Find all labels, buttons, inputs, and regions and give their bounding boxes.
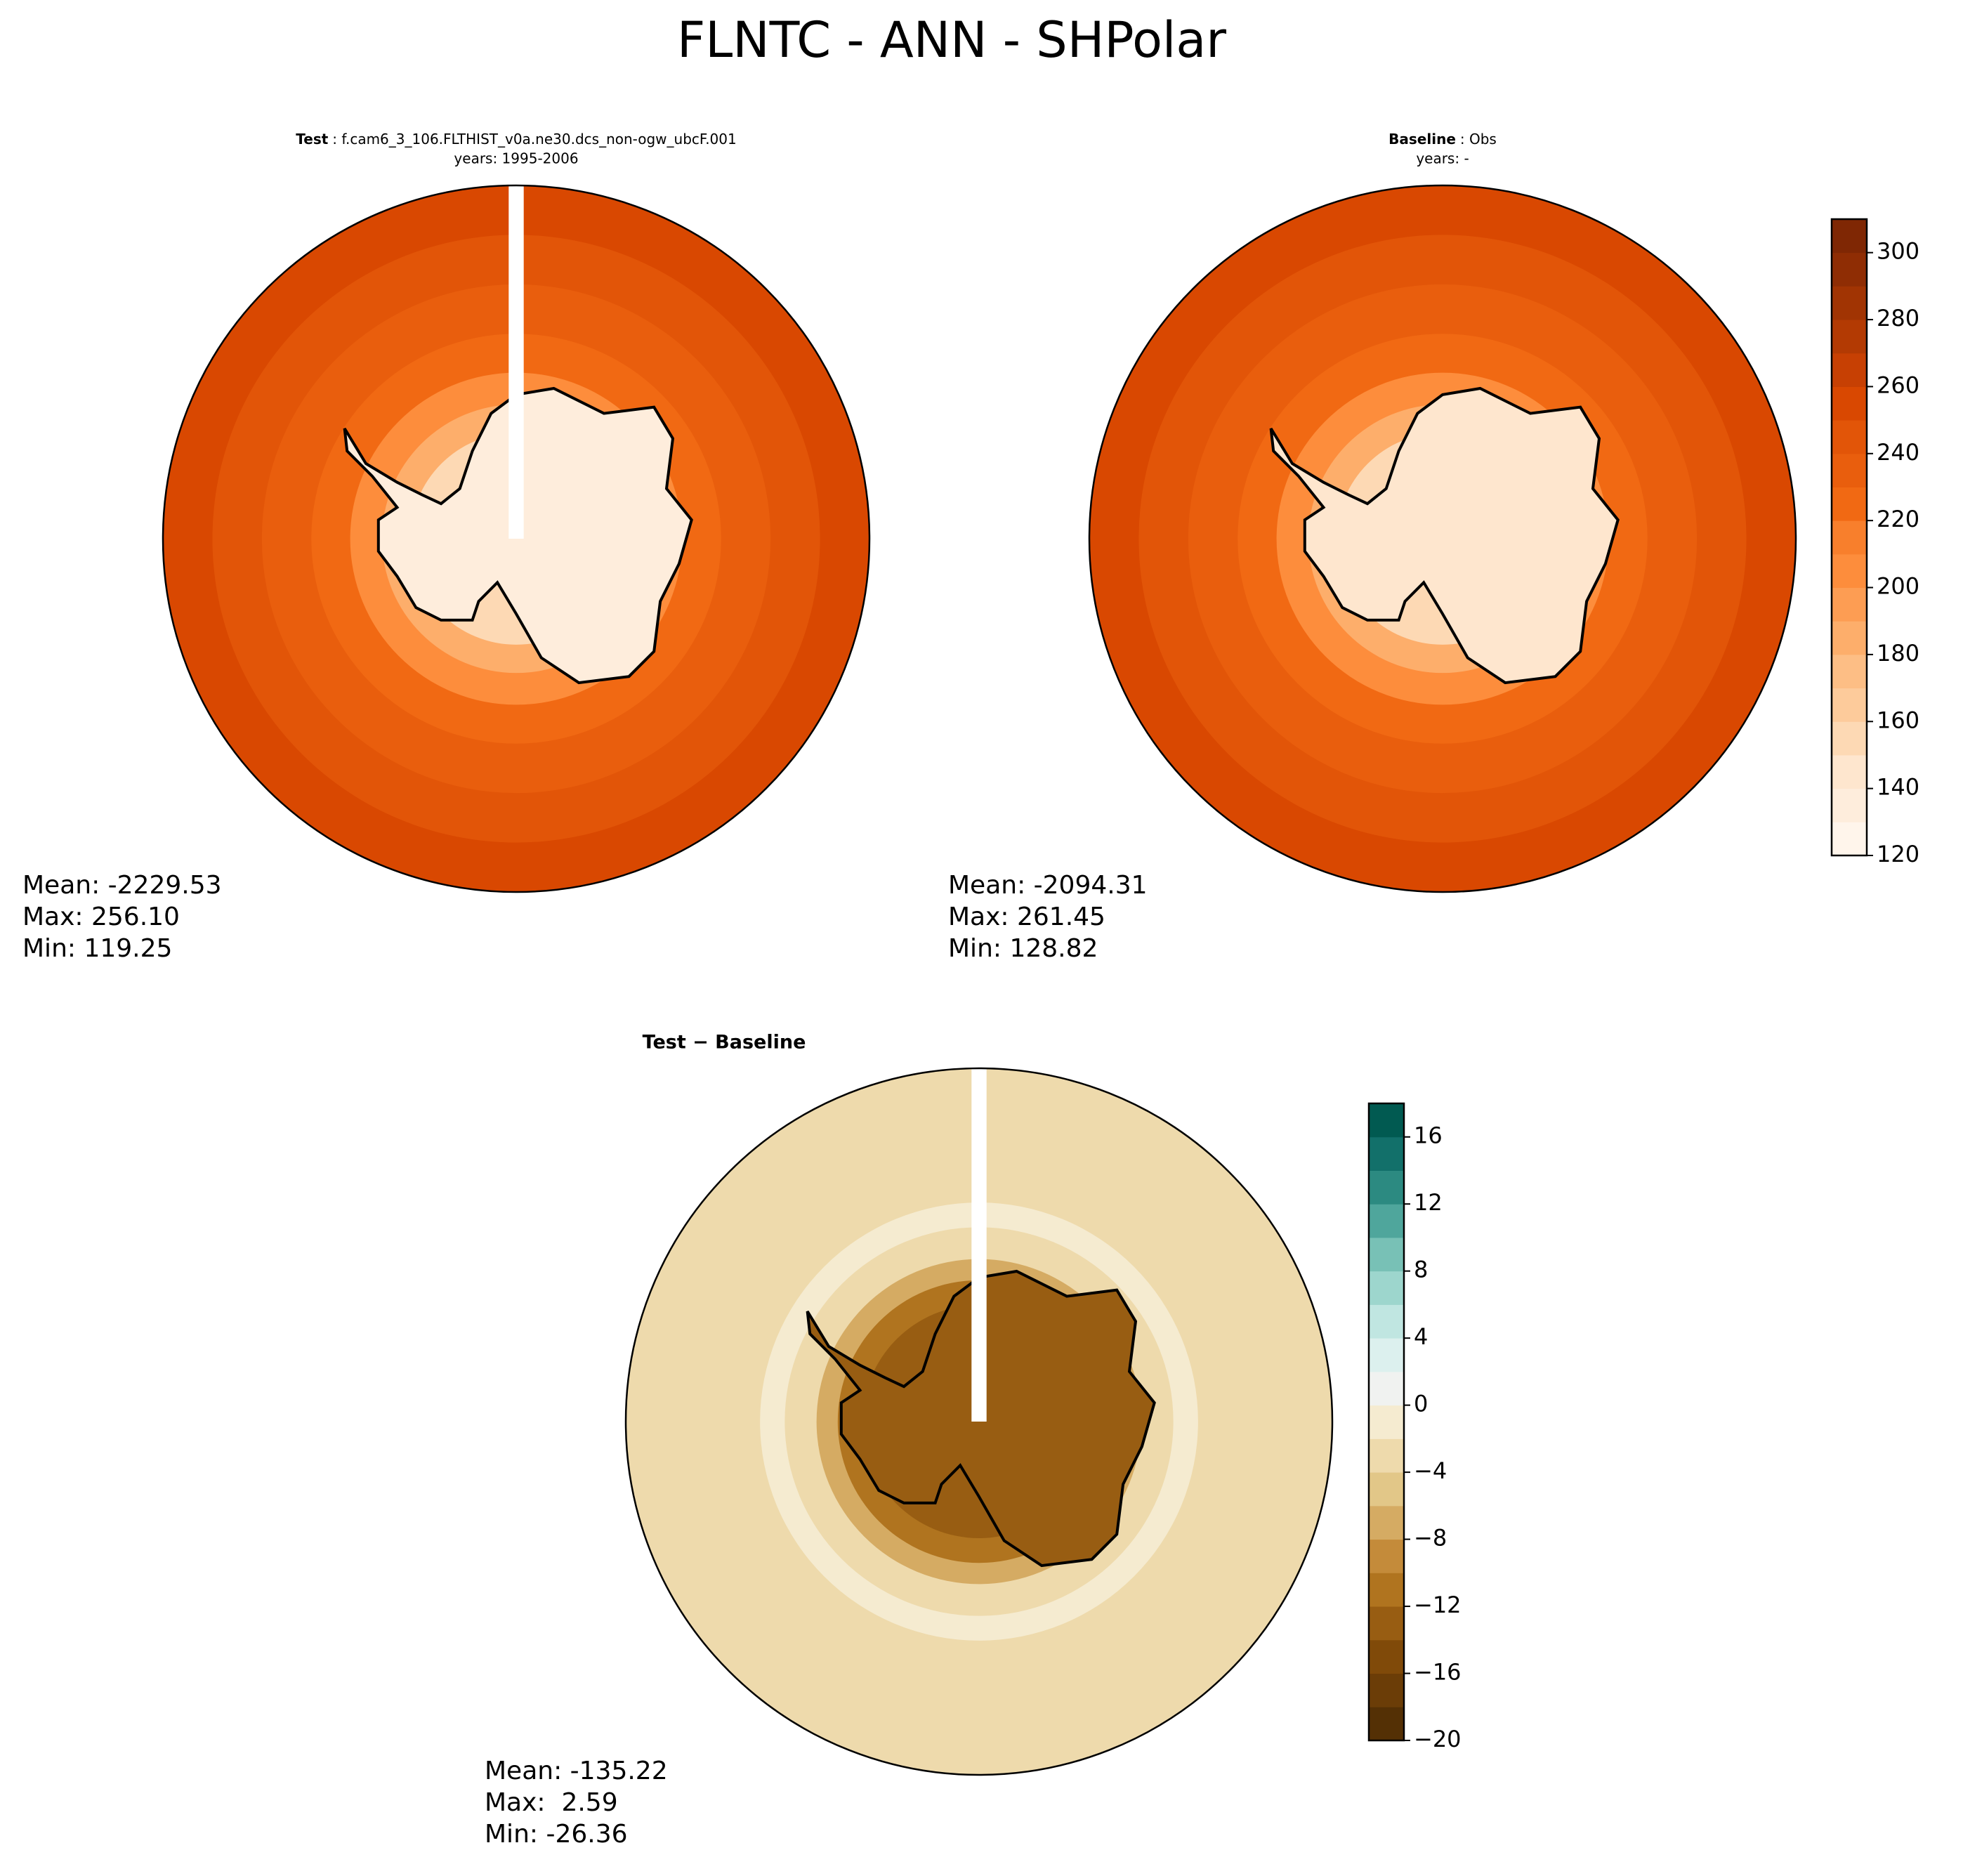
panel-label: Test — [296, 131, 328, 147]
colorbar-band — [1832, 654, 1867, 689]
colorbar-band — [1832, 754, 1867, 789]
stat: Mean: -2094.31 — [948, 871, 1148, 900]
colorbar-tick-label: −4 — [1414, 1457, 1447, 1484]
colorbar-band — [1369, 1707, 1404, 1741]
colorbar-band — [1369, 1170, 1404, 1205]
coastline — [392, 1167, 490, 1216]
colorbar-band — [1369, 1237, 1404, 1272]
colorbar-band — [1369, 1539, 1404, 1573]
colorbar-frame — [1830, 218, 1868, 857]
colorbar-band — [1832, 320, 1867, 354]
colorbar-tick-label: 16 — [1414, 1122, 1443, 1149]
map-border — [624, 1067, 1334, 1776]
colorbar-tick-label: 8 — [1414, 1257, 1428, 1283]
colorbar-band — [1832, 688, 1867, 722]
stat: Min: 128.82 — [948, 934, 1098, 963]
colorbar-tick-label: 200 — [1877, 573, 1919, 600]
map-border — [1088, 184, 1797, 893]
stat: Min: 119.25 — [22, 934, 172, 963]
colorbar-tick-label: 260 — [1877, 372, 1919, 398]
colorbar-band — [1832, 219, 1867, 254]
map — [392, 1068, 1332, 1775]
colorbar-band — [1832, 252, 1867, 287]
colorbar-frame — [1367, 1102, 1405, 1742]
panel-label: Baseline — [1388, 131, 1456, 147]
colorbar-band — [1832, 453, 1867, 487]
colorbar-band — [1369, 1438, 1404, 1473]
stat: Max: 256.10 — [22, 903, 180, 931]
map — [855, 185, 1796, 892]
colorbar-band — [1832, 520, 1867, 555]
colorbar-band — [1369, 1405, 1404, 1439]
colorbar-band — [1369, 1271, 1404, 1305]
colorbar-tick-label: 160 — [1877, 707, 1919, 733]
colorbar-band — [1369, 1136, 1404, 1171]
stat: Mean: -2229.53 — [22, 871, 222, 900]
colorbar-band — [1832, 286, 1867, 320]
colorbar-band — [1369, 1472, 1404, 1507]
colorbar-band — [1832, 553, 1867, 589]
coastline — [855, 284, 954, 333]
panel-label: Test − Baseline — [643, 1032, 806, 1054]
colorbar-band — [1369, 1505, 1404, 1540]
colorbar-tick-label: −16 — [1414, 1659, 1462, 1686]
colorbar-band — [1369, 1338, 1404, 1372]
colorbar-tick-label: 300 — [1877, 238, 1919, 265]
panel-detail: : Obs — [1460, 131, 1497, 147]
colorbar-band — [1369, 1606, 1404, 1641]
panel-subtitle: Test: f.cam6_3_106.FLTHIST_v0a.ne30.dcs_… — [296, 131, 736, 147]
colorbar-band — [1832, 822, 1867, 856]
colorbar-tick-label: 4 — [1414, 1323, 1428, 1350]
colorbar-tick-label: 0 — [1414, 1391, 1428, 1417]
colorbar-tick-label: 220 — [1877, 506, 1919, 532]
panel-subtitle: Baseline: Obs — [1388, 131, 1497, 147]
colorbar-tick-label: 12 — [1414, 1189, 1443, 1216]
colorbar-band — [1832, 487, 1867, 521]
data-gap — [508, 185, 524, 539]
panel-detail: : f.cam6_3_106.FLTHIST_v0a.ne30.dcs_non-… — [332, 131, 736, 147]
colorbar-band — [1369, 1103, 1404, 1138]
stat: Max: 261.45 — [948, 903, 1105, 931]
figure-title: FLNTC - ANN - SHPolar — [677, 11, 1226, 69]
colorbar-band — [1832, 621, 1867, 655]
colorbar-band — [1832, 386, 1867, 421]
colorbar-tick-label: −8 — [1414, 1525, 1447, 1552]
colorbar-tick-label: 120 — [1877, 841, 1919, 867]
colorbar-band — [1832, 353, 1867, 387]
colorbar-band — [1369, 1673, 1404, 1707]
colorbar-band — [1369, 1204, 1404, 1238]
stat: Min: -26.36 — [485, 1820, 628, 1849]
colorbar-tick-label: −20 — [1414, 1726, 1462, 1752]
coastline — [0, 284, 27, 333]
colorbar-tick-label: −12 — [1414, 1592, 1462, 1618]
coastline — [343, 386, 693, 685]
data-gap — [971, 1068, 987, 1422]
colorbar-tick-label: 240 — [1877, 439, 1919, 466]
panel-years: years: - — [1416, 150, 1469, 167]
colorbar-tick-label: 140 — [1877, 774, 1919, 801]
map — [0, 185, 869, 892]
colorbar-band — [1369, 1371, 1404, 1406]
colorbar-band — [1369, 1304, 1404, 1339]
coastline — [806, 1269, 1156, 1568]
colorbar-band — [1832, 587, 1867, 622]
colorbar-tick-label: 280 — [1877, 305, 1919, 332]
stat: Max: 2.59 — [485, 1788, 618, 1817]
colorbar-tick-label: 180 — [1877, 640, 1919, 667]
colorbar-band — [1369, 1639, 1404, 1674]
colorbar-band — [1832, 420, 1867, 454]
antarctica-fill — [1271, 388, 1618, 683]
map-border — [162, 184, 871, 893]
stat: Mean: -135.22 — [485, 1757, 668, 1785]
coastline — [1269, 386, 1620, 685]
colorbar-band — [1369, 1573, 1404, 1607]
colorbar-band — [1832, 788, 1867, 822]
panel-years: years: 1995-2006 — [454, 150, 578, 167]
colorbar-band — [1832, 721, 1867, 756]
